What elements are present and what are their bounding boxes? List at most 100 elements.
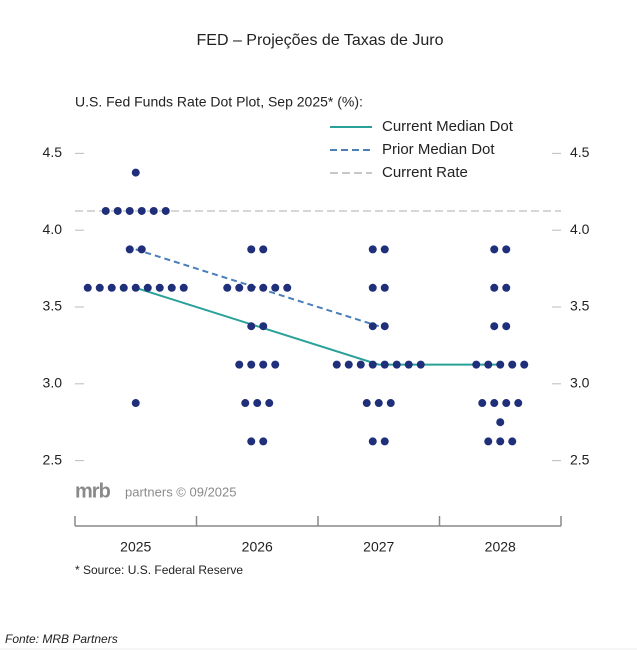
footnote: * Source: U.S. Federal Reserve bbox=[75, 563, 243, 577]
logo-suffix: partners © 09/2025 bbox=[125, 484, 236, 499]
x-tick-label: 2025 bbox=[120, 539, 151, 555]
y-tick-label: 3.5 bbox=[43, 298, 63, 314]
dot bbox=[235, 283, 244, 292]
dot bbox=[484, 360, 493, 369]
dot bbox=[259, 437, 268, 446]
dot bbox=[490, 322, 499, 331]
x-tick-label: 2027 bbox=[363, 539, 394, 555]
dot bbox=[374, 399, 383, 408]
chart-title: U.S. Fed Funds Rate Dot Plot, Sep 2025* … bbox=[75, 94, 363, 110]
dot bbox=[380, 360, 389, 369]
dot bbox=[520, 360, 529, 369]
dot bbox=[508, 360, 517, 369]
dot bbox=[508, 437, 517, 446]
dot bbox=[235, 360, 244, 369]
dot bbox=[490, 245, 499, 254]
dot bbox=[271, 283, 280, 292]
dot bbox=[380, 245, 389, 254]
dot bbox=[502, 322, 511, 331]
dot bbox=[125, 245, 134, 254]
dot bbox=[143, 283, 152, 292]
dot bbox=[502, 399, 511, 408]
dot bbox=[155, 283, 164, 292]
dot bbox=[368, 283, 377, 292]
y-tick-label: 4.0 bbox=[43, 221, 63, 237]
dot bbox=[149, 206, 158, 215]
x-tick-label: 2026 bbox=[242, 539, 273, 555]
dot bbox=[131, 168, 140, 177]
dot bbox=[496, 360, 505, 369]
dot bbox=[380, 437, 389, 446]
dot bbox=[490, 283, 499, 292]
dot bbox=[416, 360, 425, 369]
dot bbox=[502, 283, 511, 292]
median-line bbox=[135, 248, 380, 328]
legend-label: Prior Median Dot bbox=[382, 141, 495, 158]
dot bbox=[101, 206, 110, 215]
dot bbox=[502, 245, 511, 254]
dot bbox=[368, 322, 377, 331]
dot bbox=[472, 360, 481, 369]
dot bbox=[247, 322, 256, 331]
y-tick-label: 4.5 bbox=[43, 144, 63, 160]
dot bbox=[247, 245, 256, 254]
dot bbox=[404, 360, 413, 369]
dot bbox=[271, 360, 280, 369]
dot bbox=[265, 399, 274, 408]
dot bbox=[167, 283, 176, 292]
dot bbox=[107, 283, 116, 292]
dot bbox=[137, 245, 146, 254]
dot bbox=[380, 322, 389, 331]
dot bbox=[83, 283, 92, 292]
dot bbox=[95, 283, 104, 292]
y-tick-label: 2.5 bbox=[43, 451, 63, 467]
dot bbox=[137, 206, 146, 215]
dot bbox=[259, 283, 268, 292]
dot bbox=[247, 437, 256, 446]
y-tick-label: 3.0 bbox=[43, 375, 63, 391]
dot bbox=[131, 283, 140, 292]
dot bbox=[253, 399, 262, 408]
dot bbox=[241, 399, 250, 408]
dot bbox=[223, 283, 232, 292]
dot bbox=[496, 437, 505, 446]
source: Fonte: MRB Partners bbox=[5, 632, 118, 646]
dot bbox=[161, 206, 170, 215]
dot bbox=[259, 322, 268, 331]
dot bbox=[131, 399, 140, 408]
dot bbox=[490, 399, 499, 408]
median-line bbox=[135, 286, 501, 366]
dot bbox=[179, 283, 188, 292]
dot bbox=[247, 360, 256, 369]
page-title: FED – Projeções de Taxas de Juro bbox=[197, 32, 444, 49]
dot bbox=[392, 360, 401, 369]
dot bbox=[356, 360, 365, 369]
dot bbox=[368, 360, 377, 369]
x-tick-label: 2028 bbox=[485, 539, 516, 555]
dot bbox=[259, 245, 268, 254]
dot bbox=[496, 418, 505, 427]
dot bbox=[484, 437, 493, 446]
dot bbox=[386, 399, 395, 408]
legend-label: Current Median Dot bbox=[382, 118, 514, 135]
y2-tick-label: 4.0 bbox=[570, 221, 590, 237]
y2-tick-label: 3.5 bbox=[570, 298, 590, 314]
dot bbox=[332, 360, 341, 369]
y2-tick-label: 4.5 bbox=[570, 144, 590, 160]
legend-label: Current Rate bbox=[382, 164, 468, 181]
y2-tick-label: 2.5 bbox=[570, 451, 590, 467]
dot bbox=[514, 399, 523, 408]
dot bbox=[478, 399, 487, 408]
dot bbox=[259, 360, 268, 369]
dot bbox=[119, 283, 128, 292]
dot bbox=[368, 437, 377, 446]
dot bbox=[247, 283, 256, 292]
dot bbox=[362, 399, 371, 408]
dot bbox=[380, 283, 389, 292]
dot bbox=[283, 283, 292, 292]
y2-tick-label: 3.0 bbox=[570, 375, 590, 391]
dot bbox=[113, 206, 122, 215]
dot bbox=[125, 206, 134, 215]
